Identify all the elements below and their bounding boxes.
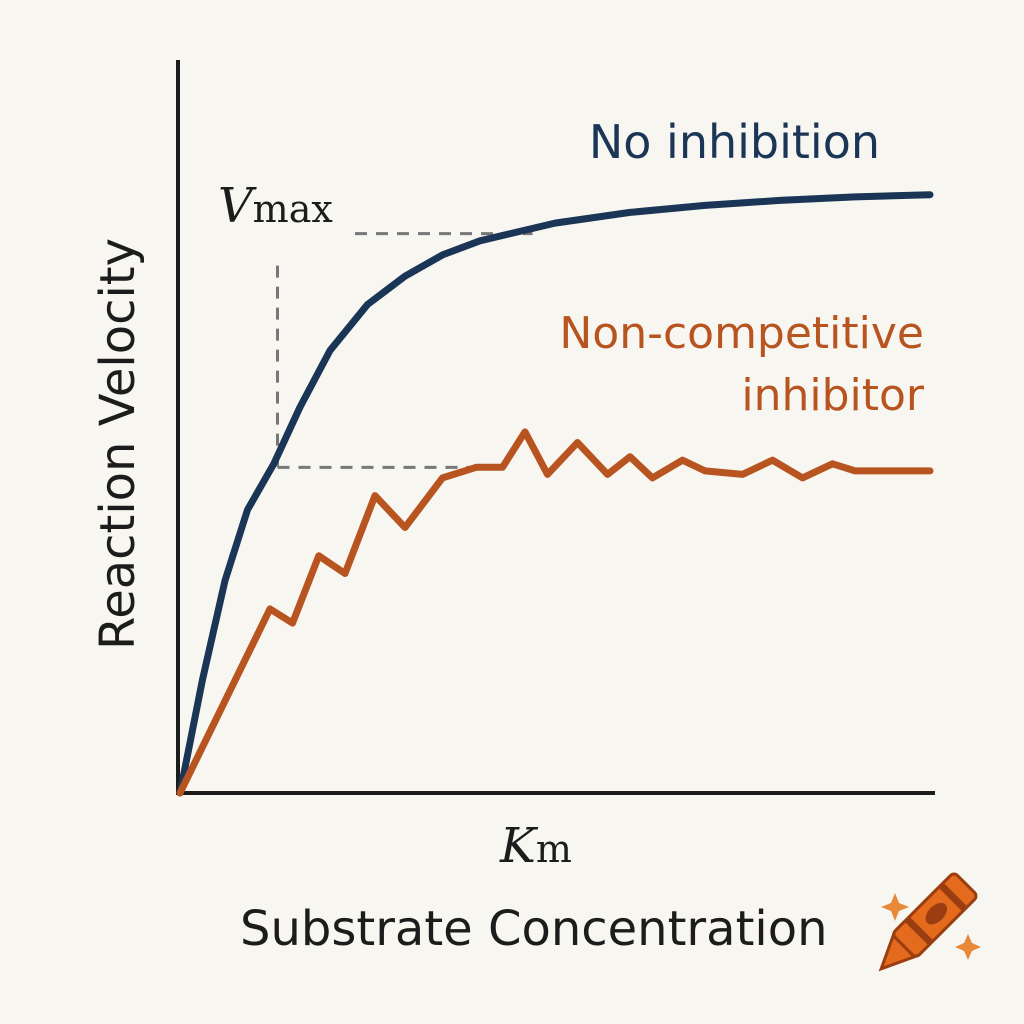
km-label: Km [499,818,572,874]
series-label-non-competitive: Non-competitive [559,308,924,359]
vmax-subscript: max [253,187,333,231]
km-subscript: m [536,827,572,871]
x-axis-title: Substrate Concentration [240,901,828,957]
series-label-no-inhibition: No inhibition [589,115,880,169]
series-no-inhibition-line [176,191,934,797]
sparkle-icon [955,934,981,960]
vmax-symbol: V [218,178,257,234]
series-label-inhibitor: inhibitor [741,370,925,421]
y-axis-title: Reaction Velocity [90,238,146,650]
vmax-label: Vmax [218,178,333,234]
km-symbol: K [499,818,539,874]
series-non-competitive-line [176,428,934,797]
sparkle-icon [881,893,909,921]
crayon-icon [878,872,978,972]
